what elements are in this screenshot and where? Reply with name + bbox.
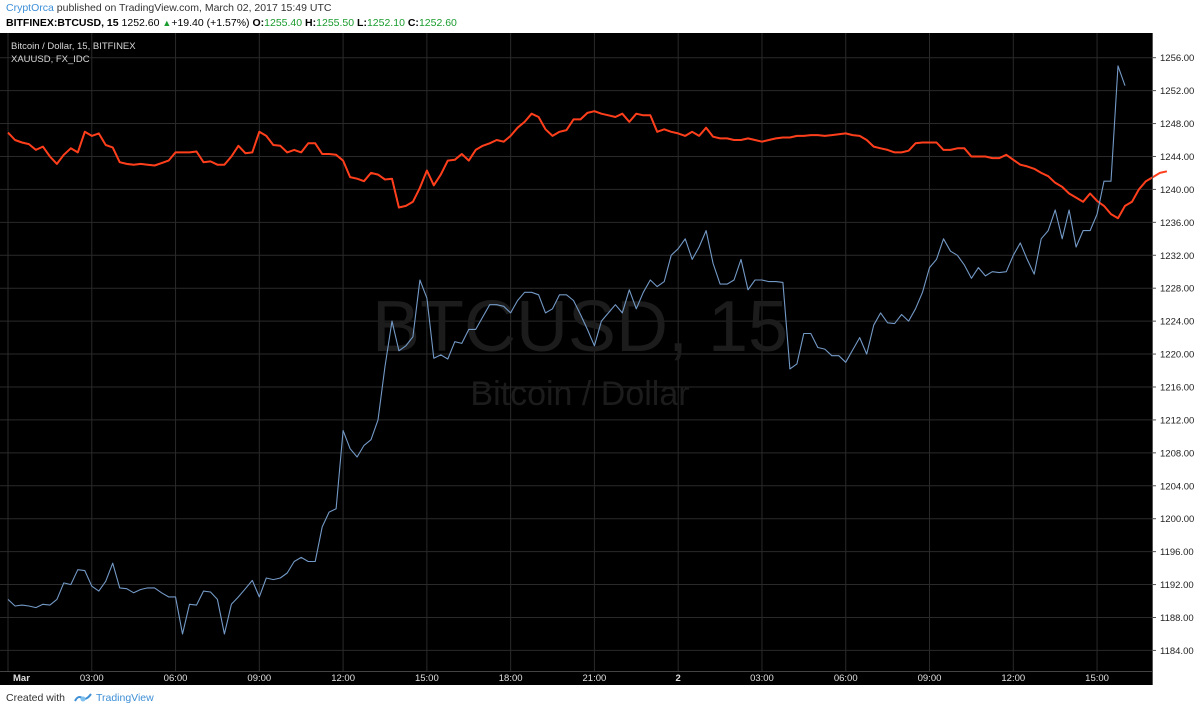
y-tick-label: 1224.00 <box>1160 317 1194 328</box>
open-label: O: <box>252 17 265 29</box>
open-value: 1255.40 <box>264 17 303 29</box>
price-chart[interactable]: BTCUSD, 15 Bitcoin / Dollar 1184.00 1188.… <box>0 33 1200 685</box>
x-tick-label: 06:00 <box>834 673 858 684</box>
high-value: 1255.50 <box>316 17 355 29</box>
symbol-label: BITFINEX:BTCUSD, 15 <box>6 17 119 29</box>
x-tick-label: 15:00 <box>415 673 439 684</box>
y-tick-label: 1256.00 <box>1160 53 1194 64</box>
publisher-name[interactable]: CryptOrca <box>6 2 54 14</box>
close-label: C: <box>407 17 419 29</box>
y-tick-label: 1188.00 <box>1160 613 1194 624</box>
x-tick-label: Mar <box>13 673 30 684</box>
y-tick-label: 1192.00 <box>1160 580 1194 591</box>
legend-compare-series: XAUUSD, FX_IDC <box>11 54 90 65</box>
price-axis[interactable]: 1184.00 1188.00 1192.00 1196.00 1200.00 1204.… <box>1152 33 1194 685</box>
publish-text: published on TradingView.com, March 02, … <box>56 2 332 14</box>
y-tick-label: 1204.00 <box>1160 481 1194 492</box>
footer: Created with TradingView <box>6 692 154 704</box>
x-tick-label: 2 <box>676 673 681 684</box>
x-tick-label: 18:00 <box>499 673 523 684</box>
up-triangle-icon: ▲ <box>162 18 172 28</box>
y-tick-label: 1240.00 <box>1160 185 1194 196</box>
created-with-text: Created with <box>6 692 65 704</box>
gold-price-line <box>7 110 1168 220</box>
price-axis-background <box>1152 33 1200 685</box>
last-price: 1252.60 <box>121 17 160 29</box>
y-tick-label: 1228.00 <box>1160 284 1194 295</box>
x-tick-label: 15:00 <box>1085 673 1109 684</box>
x-tick-label: 21:00 <box>583 673 607 684</box>
low-label: L: <box>357 17 367 29</box>
y-tick-label: 1236.00 <box>1160 218 1194 229</box>
grid-lines <box>0 33 1152 671</box>
tradingview-logo-icon <box>74 693 92 702</box>
y-tick-label: 1216.00 <box>1160 382 1194 393</box>
x-tick-label: 12:00 <box>331 673 355 684</box>
watermark-name: Bitcoin / Dollar <box>470 375 689 413</box>
x-tick-label: 09:00 <box>247 673 271 684</box>
y-tick-label: 1220.00 <box>1160 350 1194 361</box>
tradingview-link[interactable]: TradingView <box>95 692 154 704</box>
high-label: H: <box>305 17 317 29</box>
y-tick-label: 1252.00 <box>1160 86 1194 97</box>
ohlc-bar: BITFINEX:BTCUSD, 15 1252.60 ▲+19.40 (+1.… <box>6 17 457 29</box>
time-axis[interactable]: Mar 03:00 06:00 09:00 12:00 15:00 18:00 21:00 2 0… <box>0 671 1152 685</box>
y-tick-label: 1196.00 <box>1160 547 1194 558</box>
y-tick-label: 1244.00 <box>1160 152 1194 163</box>
x-tick-label: 06:00 <box>164 673 188 684</box>
low-value: 1252.10 <box>366 17 405 29</box>
y-tick-label: 1184.00 <box>1160 646 1194 657</box>
x-tick-label: 09:00 <box>918 673 942 684</box>
series-lines <box>7 65 1168 635</box>
btc-price-line <box>7 65 1126 635</box>
y-tick-label: 1232.00 <box>1160 251 1194 262</box>
watermark-symbol: BTCUSD, 15 <box>372 287 788 367</box>
price-change: +19.40 (+1.57%) <box>171 17 250 29</box>
close-value: 1252.60 <box>418 17 457 29</box>
publish-info: CryptOrca published on TradingView.com, … <box>6 2 331 14</box>
y-tick-label: 1248.00 <box>1160 119 1194 130</box>
y-tick-label: 1212.00 <box>1160 415 1194 426</box>
x-tick-label: 03:00 <box>750 673 774 684</box>
chart-area[interactable]: BTCUSD, 15 Bitcoin / Dollar 1184.00 1188.… <box>0 33 1200 685</box>
y-tick-label: 1200.00 <box>1160 514 1194 525</box>
plot-background <box>0 33 1152 685</box>
x-tick-label: 12:00 <box>1001 673 1025 684</box>
legend-main-series: Bitcoin / Dollar, 15, BITFINEX <box>11 41 136 52</box>
x-tick-label: 03:00 <box>80 673 104 684</box>
y-tick-label: 1208.00 <box>1160 448 1194 459</box>
